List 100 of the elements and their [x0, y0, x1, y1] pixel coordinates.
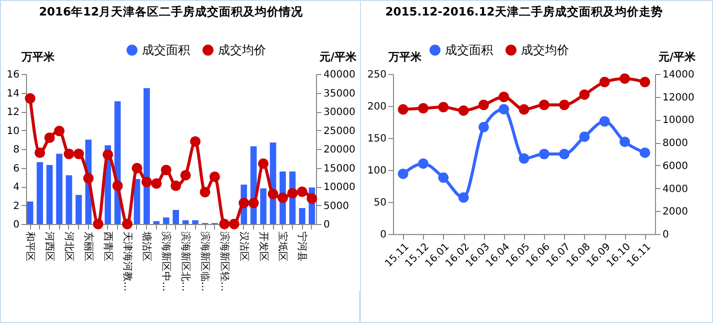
- point: [112, 180, 123, 191]
- y2-tick-label: 5000: [324, 200, 349, 212]
- point: [102, 149, 114, 160]
- point: [620, 136, 630, 148]
- point: [92, 218, 104, 230]
- point: [438, 172, 449, 183]
- point: [180, 170, 191, 180]
- point: [418, 158, 428, 169]
- point: [498, 104, 510, 114]
- x-tick-label: 宁河县: [296, 232, 308, 262]
- y2-tick-label: 10000: [324, 182, 356, 193]
- bar: [66, 175, 72, 224]
- point: [73, 148, 84, 160]
- point: [620, 73, 630, 84]
- point: [268, 188, 278, 200]
- y2-tick-label: 20000: [324, 144, 356, 156]
- x-tick-label: 河北区: [62, 232, 75, 262]
- point: [498, 92, 510, 102]
- x-tick-label: 河西区: [44, 232, 56, 262]
- x-tick-label: 汉沽区: [238, 232, 250, 262]
- chart-title: 2015.12-2016.12天津二手房成交面积及均价走势: [385, 4, 663, 18]
- bar: [26, 202, 34, 224]
- point: [538, 148, 550, 160]
- y2-tick-label: 2000: [662, 206, 688, 218]
- point: [559, 148, 570, 160]
- point: [54, 126, 65, 136]
- point: [277, 192, 288, 203]
- point: [579, 89, 590, 100]
- point: [190, 136, 201, 147]
- x-tick-label: 东丽区: [82, 232, 94, 262]
- x-tick-label: 天津海河教…: [121, 232, 134, 292]
- y2-axis-title: 元/平米: [657, 50, 696, 64]
- point: [160, 164, 172, 176]
- y-axis-title: 万平米: [388, 50, 422, 64]
- x-tick-label: 滨海新区轻…: [218, 232, 230, 292]
- bar: [76, 194, 82, 224]
- point: [141, 176, 152, 188]
- point: [122, 218, 133, 230]
- point: [296, 186, 308, 197]
- point: [64, 148, 74, 160]
- point: [599, 116, 610, 127]
- legend-label: 成交面积: [445, 43, 493, 58]
- point: [306, 193, 318, 204]
- point: [258, 158, 269, 169]
- y2-tick-label: 12000: [662, 92, 694, 104]
- bar: [192, 220, 198, 224]
- point: [518, 104, 530, 115]
- bar: [144, 88, 150, 224]
- point: [151, 178, 162, 189]
- point: [83, 173, 94, 184]
- y-tick-label: 4: [13, 182, 20, 193]
- y2-tick-label: 35000: [324, 88, 356, 100]
- y2-tick-label: 25000: [324, 126, 356, 137]
- point: [170, 180, 182, 191]
- y-tick-label: 16: [6, 70, 20, 80]
- y-tick-label: 6: [13, 163, 20, 174]
- y-tick-label: 50: [374, 198, 386, 208]
- y2-tick-label: 0: [324, 220, 330, 230]
- x-tick-label: 滨海新区临…: [199, 232, 212, 292]
- y-tick-label: 0: [380, 230, 386, 240]
- y2-tick-label: 40000: [324, 70, 356, 80]
- point: [398, 104, 408, 115]
- point: [438, 102, 449, 112]
- y2-tick-label: 6000: [662, 160, 688, 172]
- point: [538, 100, 550, 110]
- legend-label: 成交均价: [521, 43, 569, 58]
- y-tick-label: 200: [367, 102, 386, 112]
- point: [44, 132, 55, 143]
- point: [398, 168, 408, 180]
- legend-label: 成交面积: [142, 43, 190, 58]
- bar: [36, 162, 43, 224]
- y-tick-label: 150: [367, 134, 386, 144]
- y2-tick-label: 4000: [662, 184, 688, 195]
- point: [24, 93, 36, 104]
- y2-tick-label: 30000: [324, 107, 356, 118]
- bar: [56, 154, 62, 224]
- y2-axis-title: 元/平米: [318, 50, 358, 64]
- y2-tick-label: 10000: [662, 115, 694, 126]
- y-tick-label: 8: [13, 144, 20, 156]
- point: [248, 198, 259, 208]
- x-tick-label: 滨海新区中…: [160, 232, 172, 292]
- y-tick-label: 14: [6, 88, 20, 100]
- point: [640, 147, 650, 158]
- y-tick-label: 12: [6, 107, 20, 118]
- bar: [162, 217, 170, 224]
- point: [132, 162, 142, 174]
- point: [478, 100, 489, 110]
- y2-tick-label: 14000: [662, 70, 694, 80]
- point: [559, 100, 570, 110]
- y-tick-label: 100: [367, 166, 386, 176]
- point: [640, 76, 650, 88]
- bar: [260, 188, 266, 224]
- legend-label: 成交均价: [218, 43, 266, 58]
- y-tick-label: 2: [13, 200, 20, 212]
- point: [518, 153, 530, 164]
- bar: [46, 164, 53, 224]
- x-tick-label: 西青区: [102, 232, 114, 262]
- y-tick-label: 0: [13, 220, 20, 230]
- point: [34, 148, 46, 158]
- y2-tick-label: 15000: [324, 163, 356, 174]
